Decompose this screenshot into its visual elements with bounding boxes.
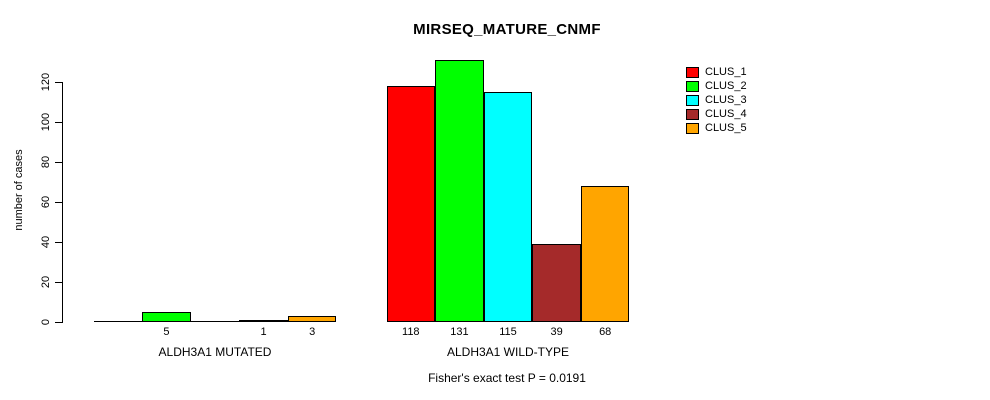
- y-tick-mark: [55, 242, 62, 243]
- y-tick-mark: [55, 282, 62, 283]
- y-tick-mark: [55, 322, 62, 323]
- bar-value-label: 68: [599, 326, 612, 338]
- legend-swatch-clus_2: [686, 81, 699, 92]
- y-tick-label: 80: [40, 155, 52, 169]
- bar-clus_4: [239, 320, 288, 322]
- y-tick-label: 100: [40, 112, 52, 132]
- legend-swatch-clus_3: [686, 95, 699, 106]
- y-tick-label: 0: [40, 318, 52, 326]
- chart-title: MIRSEQ_MATURE_CNMF: [413, 21, 601, 38]
- bar-clus_5: [287, 316, 337, 322]
- y-tick-mark: [55, 162, 62, 163]
- y-tick-label: 120: [40, 72, 52, 92]
- legend-label-clus_2: CLUS_2: [705, 80, 747, 92]
- legend-swatch-clus_5: [686, 123, 699, 134]
- bar-value-label: 5: [163, 326, 170, 338]
- bar-value-label: 39: [550, 326, 563, 338]
- legend-swatch-clus_1: [686, 67, 699, 78]
- y-tick-label: 40: [40, 235, 52, 249]
- bar-clus_2: [435, 60, 484, 322]
- footer-stat-note: Fisher's exact test P = 0.0191: [428, 371, 586, 385]
- legend-label-clus_3: CLUS_3: [705, 94, 747, 106]
- bar-value-label: 1: [260, 326, 267, 338]
- bar-value-label: 115: [499, 326, 517, 338]
- bar-clus_4: [532, 244, 581, 322]
- legend-swatch-clus_4: [686, 109, 699, 120]
- y-tick-label: 20: [40, 275, 52, 289]
- bar-value-label: 131: [450, 326, 469, 338]
- y-tick-mark: [55, 82, 62, 83]
- bar-clus_5: [580, 186, 630, 322]
- legend-label-clus_4: CLUS_4: [705, 108, 747, 120]
- bar-value-label: 3: [309, 326, 316, 338]
- bar-clus_3: [483, 92, 533, 322]
- group-label: ALDH3A1 MUTATED: [158, 345, 272, 359]
- bar-clus_3: [190, 321, 240, 322]
- group-label: ALDH3A1 WILD-TYPE: [446, 345, 570, 359]
- y-axis-title: number of cases: [13, 149, 25, 231]
- y-tick-mark: [55, 202, 62, 203]
- bar-clus_1: [386, 86, 436, 322]
- y-axis-line: [62, 82, 63, 323]
- bar-clus_1: [93, 321, 143, 322]
- legend-label-clus_1: CLUS_1: [705, 66, 747, 78]
- legend-label-clus_5: CLUS_5: [705, 122, 747, 134]
- y-tick-mark: [55, 122, 62, 123]
- bar-value-label: 118: [402, 326, 420, 338]
- y-tick-label: 60: [40, 195, 52, 209]
- bar-clus_2: [142, 312, 191, 322]
